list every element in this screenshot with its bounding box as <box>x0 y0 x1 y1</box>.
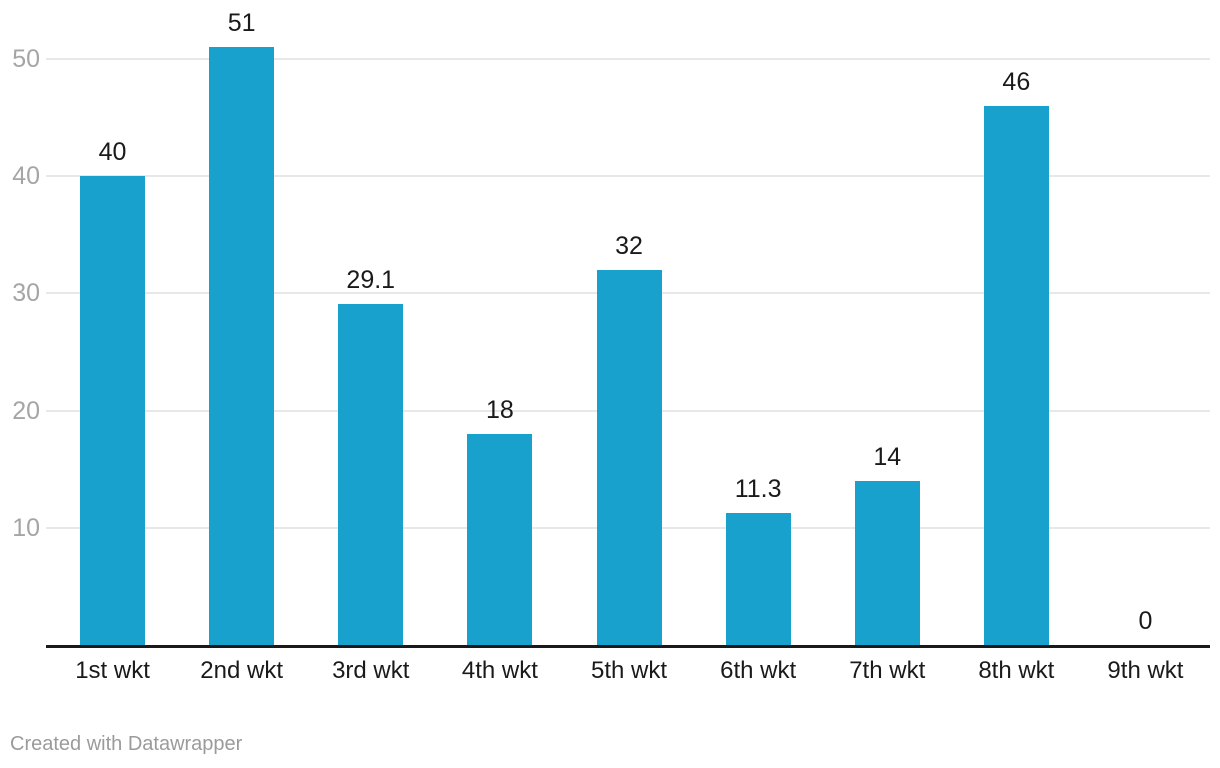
bar <box>725 512 791 645</box>
x-axis-line <box>46 645 1210 648</box>
gridline <box>46 58 1210 60</box>
bar <box>209 47 275 645</box>
bar <box>467 434 533 645</box>
x-tick-label: 7th wkt <box>849 657 926 684</box>
y-tick-label: 50 <box>12 45 40 73</box>
bar-value-label: 46 <box>1002 67 1031 96</box>
x-tick-label: 5th wkt <box>590 657 668 684</box>
y-tick-label: 10 <box>12 513 40 542</box>
bar <box>854 480 920 645</box>
y-tick-label: 40 <box>12 162 40 191</box>
y-tick-label: 20 <box>12 396 40 425</box>
bar-value-label: 29.1 <box>346 265 396 294</box>
x-tick-label: 2nd wkt <box>200 657 284 684</box>
bar-value-label: 0 <box>1138 607 1153 635</box>
bar-value-label: 51 <box>227 9 256 38</box>
bar <box>983 105 1049 645</box>
bar <box>338 303 404 645</box>
x-tick-label: 4th wkt <box>461 657 538 684</box>
bar-value-label: 18 <box>485 396 514 425</box>
bar-value-label: 32 <box>615 231 643 260</box>
bar <box>596 269 662 645</box>
bar-value-label: 11.3 <box>734 474 782 503</box>
x-tick-label: 9th wkt <box>1107 657 1184 684</box>
x-tick-label: 3rd wkt <box>332 657 410 684</box>
x-tick-label: 1st wkt <box>75 657 150 684</box>
y-tick-label: 30 <box>12 279 40 308</box>
datawrapper-credit-link[interactable]: Created with Datawrapper <box>10 733 243 755</box>
bar-value-label: 40 <box>98 138 127 167</box>
x-tick-label: 6th wkt <box>720 657 797 684</box>
gridline <box>46 175 1210 178</box>
bar <box>80 176 146 645</box>
bar-value-label: 14 <box>873 442 902 471</box>
x-tick-label: 8th wkt <box>978 657 1055 684</box>
